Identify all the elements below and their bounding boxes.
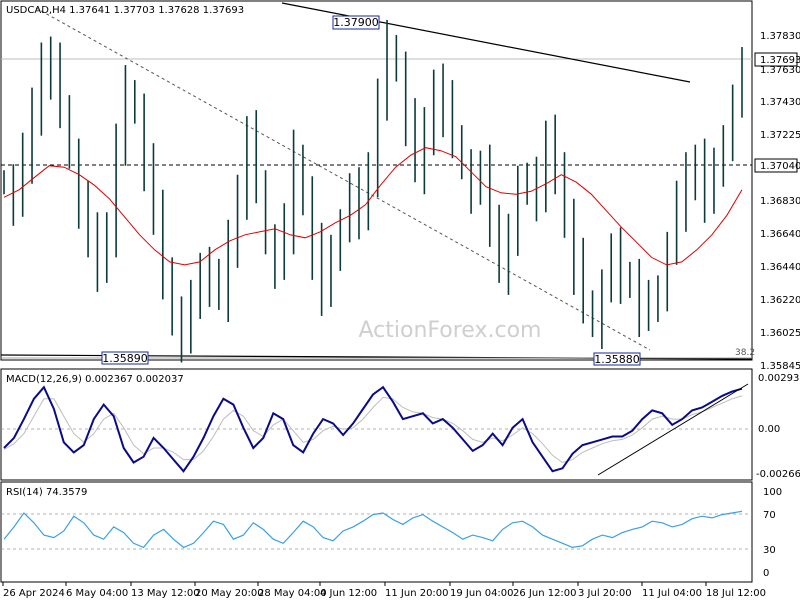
swing-high-label: 1.37900 bbox=[333, 16, 379, 29]
price-tick-label: 1.37830 bbox=[760, 31, 800, 42]
x-tick-label: 28 May 04:00 bbox=[258, 588, 327, 599]
fib-label: 38.2 bbox=[735, 348, 755, 358]
price-tick-label: 1.36440 bbox=[760, 262, 800, 273]
rsi-line bbox=[3, 510, 743, 549]
x-tick-label: 26 Jun 12:00 bbox=[513, 588, 577, 599]
price-tick-label: 1.35845 bbox=[760, 361, 800, 372]
x-axis: 26 Apr 2024 6 May 04:00 13 May 12:0020 May… bbox=[2, 582, 766, 599]
level-price-tag bbox=[754, 158, 798, 173]
moving-average-line bbox=[3, 147, 743, 266]
rsi-tick-label: 70 bbox=[763, 510, 776, 521]
rsi-panel bbox=[0, 481, 753, 583]
current-price-text: 1.37693 bbox=[760, 55, 800, 66]
low-right-box bbox=[593, 352, 641, 366]
x-tick-label: 6 May 04:00 bbox=[66, 588, 128, 599]
x-tick-label: 11 Jun 20:00 bbox=[385, 588, 449, 599]
x-tick-label: 11 Jul 04:00 bbox=[642, 588, 702, 599]
price-tick-label: 1.36220 bbox=[760, 295, 800, 306]
macd-tick-label: 0.002937 bbox=[758, 373, 800, 384]
price-panel bbox=[0, 0, 753, 361]
price-tick-label: 1.36640 bbox=[760, 229, 800, 240]
x-tick-label: 26 Apr 2024 bbox=[3, 588, 65, 599]
current-price-tag bbox=[754, 52, 798, 67]
macd-tick-label: 0.00 bbox=[758, 424, 780, 435]
macd-signal-line bbox=[3, 395, 743, 464]
price-tick-label: 1.37430 bbox=[760, 97, 800, 108]
macd-panel bbox=[0, 368, 753, 481]
x-tick-label: 3 Jul 20:00 bbox=[578, 588, 632, 599]
swing-high-box bbox=[332, 15, 380, 30]
low-left-box bbox=[101, 351, 149, 365]
x-tick-label: 4 Jun 12:00 bbox=[320, 588, 377, 599]
watermark-text: ActionForex.com bbox=[359, 318, 542, 343]
x-tick-label: 13 May 12:00 bbox=[131, 588, 200, 599]
rsi-tick-label: 0 bbox=[763, 568, 769, 579]
low-left-label: 1.35890 bbox=[102, 352, 148, 365]
x-tick-label: 18 Jul 12:00 bbox=[706, 588, 766, 599]
macd-panel-title: MACD(12,26,9) 0.002367 0.002037 bbox=[6, 374, 184, 385]
level-price-text: 1.37040 bbox=[760, 161, 800, 172]
x-tick-label: 20 May 20:00 bbox=[195, 588, 264, 599]
price-tick-partial: 1.37630 bbox=[760, 65, 800, 76]
price-tick-label: 1.36830 bbox=[760, 196, 800, 207]
price-tick-label: 1.36025 bbox=[760, 328, 800, 339]
macd-line bbox=[3, 385, 743, 473]
rsi-tick-label: 30 bbox=[763, 545, 776, 556]
macd-trend-line bbox=[597, 383, 749, 476]
price-tick-label: 1.37225 bbox=[760, 130, 800, 141]
rsi-tick-label: 100 bbox=[763, 487, 782, 498]
x-tick-label: 19 Jun 04:00 bbox=[450, 588, 514, 599]
price-bars bbox=[3, 20, 743, 363]
low-right-label: 1.35880 bbox=[594, 353, 640, 366]
price-panel-title: USDCAD,H4 1.37641 1.37703 1.37628 1.3769… bbox=[6, 5, 244, 16]
rsi-panel-title: RSI(14) 74.3579 bbox=[6, 487, 87, 498]
macd-tick-label: -0.002669 bbox=[756, 469, 800, 480]
